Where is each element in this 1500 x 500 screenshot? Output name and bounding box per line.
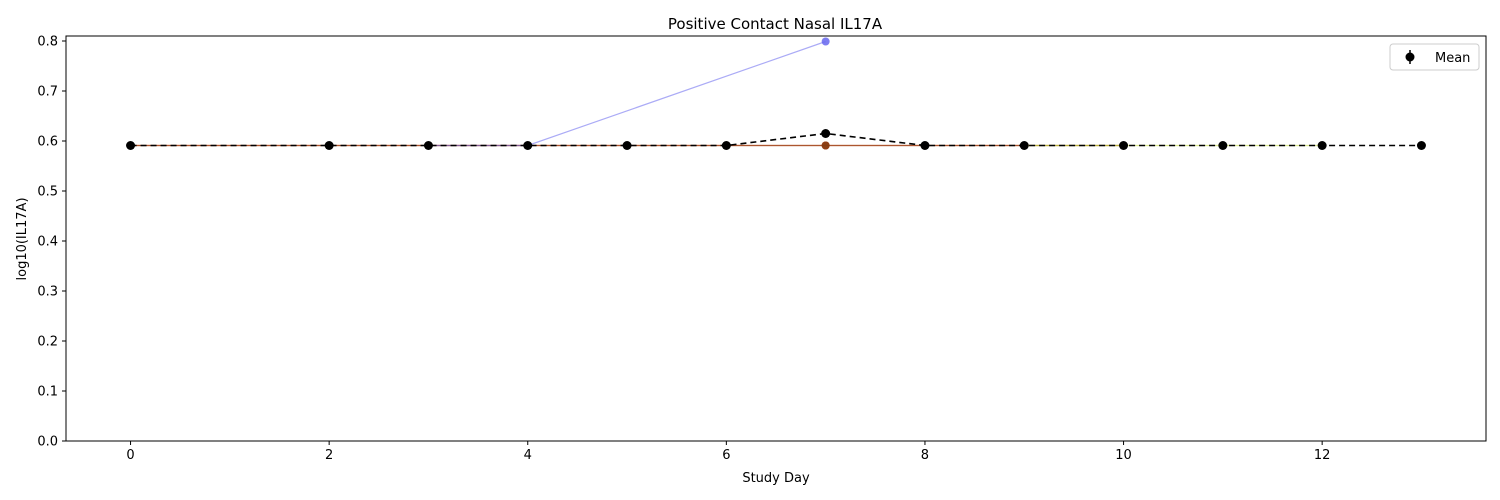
mean-point: [423, 141, 433, 150]
y-axis: 0.0 0.1 0.2 0.3 0.4 0.5 0.6 0.7 0.8: [37, 35, 66, 450]
y-tick-label: 0.4: [37, 235, 58, 250]
x-axis: 0 2 4 6 8 10 12: [126, 441, 1330, 463]
y-tick-label: 0.7: [37, 85, 58, 100]
y-tick-label: 0.1: [37, 385, 58, 400]
mean-point: [1416, 141, 1426, 150]
mean-point: [721, 141, 731, 150]
x-tick-label: 12: [1314, 448, 1331, 463]
mean-point: [821, 129, 831, 138]
mean-point: [1019, 141, 1029, 150]
mean-point: [523, 141, 533, 150]
mean-point: [1119, 141, 1129, 150]
y-tick-label: 0.2: [37, 335, 58, 350]
plot-area: [126, 37, 1426, 150]
x-tick-label: 6: [722, 448, 730, 463]
legend-box: [1389, 43, 1480, 71]
y-axis-label: log10(IL17A): [15, 197, 30, 280]
mean-line: [130, 132, 1422, 147]
mean-point: [1317, 141, 1327, 150]
mean-point: [1218, 141, 1228, 150]
mean-point: [622, 141, 632, 150]
mean-point: [126, 141, 136, 150]
mean-series: [126, 129, 1426, 150]
x-tick-label: 10: [1115, 448, 1132, 463]
y-tick-label: 0.6: [37, 135, 58, 150]
legend-mean-label: Mean: [1435, 51, 1470, 66]
subject-series: [424, 37, 830, 150]
subject-point: [821, 141, 830, 150]
y-tick-label: 0.5: [37, 185, 58, 200]
legend-mean-marker: [1405, 52, 1415, 62]
y-tick-label: 0.0: [37, 435, 58, 450]
x-axis-label: Study Day: [742, 471, 810, 486]
x-tick-label: 8: [921, 448, 929, 463]
y-tick-label: 0.3: [37, 285, 58, 300]
plot-frame: [65, 35, 1487, 442]
mean-point: [324, 141, 334, 150]
mean-point: [920, 141, 930, 150]
subject-line: [428, 40, 826, 147]
x-tick-label: 4: [524, 448, 532, 463]
x-tick-label: 0: [126, 448, 134, 463]
legend: Mean: [1389, 43, 1480, 71]
x-tick-label: 2: [325, 448, 333, 463]
chart-title: Positive Contact Nasal IL17A: [668, 15, 883, 33]
subject-point: [821, 37, 830, 46]
y-tick-label: 0.8: [37, 35, 58, 50]
